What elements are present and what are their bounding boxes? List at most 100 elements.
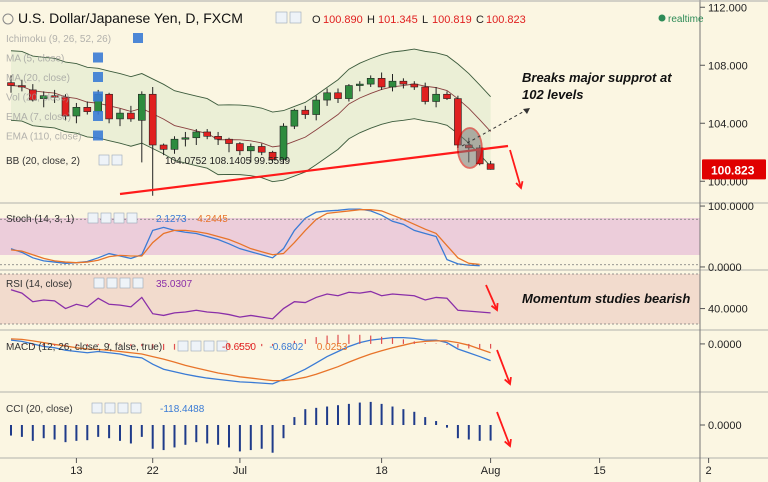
y-tick-label: 104.000 xyxy=(708,118,748,130)
macd-control-button[interactable] xyxy=(203,340,215,352)
ohlc-value: 100.823 xyxy=(486,14,526,26)
annotation-breaks-line1: Breaks major supprot at xyxy=(522,70,672,85)
candle-body xyxy=(399,80,408,85)
rsi-control-button[interactable] xyxy=(93,277,105,289)
cci-control-button[interactable] xyxy=(91,402,103,414)
realtime-dot xyxy=(658,14,666,22)
candle-body xyxy=(345,85,353,99)
rsi-control-button[interactable] xyxy=(106,277,118,289)
candle-body xyxy=(443,93,451,99)
y-tick-label: 40.0000 xyxy=(708,304,748,316)
overlay-indicator-label: MA (20, close) xyxy=(6,73,70,84)
down-arrow-rsi xyxy=(485,284,498,311)
down-arrow-macd-head xyxy=(504,376,512,386)
support-trendline xyxy=(119,144,509,196)
overlay-indicator-label: EMA (110, close) xyxy=(6,132,81,143)
down-arrow-rsi-head xyxy=(490,302,499,312)
cci-control-button[interactable] xyxy=(104,402,116,414)
candle-body xyxy=(105,93,113,120)
x-tick-label: Aug xyxy=(481,465,501,477)
candle-body xyxy=(181,137,190,140)
overlay-visibility-icon[interactable] xyxy=(93,130,103,141)
candle-body xyxy=(334,92,342,99)
x-tick-label: 2 xyxy=(706,465,712,477)
realtime-label: realtime xyxy=(668,14,704,25)
bb-settings-button[interactable] xyxy=(98,154,110,166)
candle-body xyxy=(323,92,331,101)
chart-symbol-title: U.S. Dollar/Japanese Yen, D, FXCM xyxy=(18,10,243,26)
overlay-visibility-icon[interactable] xyxy=(93,72,103,82)
header-control-button[interactable] xyxy=(275,11,288,24)
y-tick-label: 0.0000 xyxy=(708,262,742,274)
chart-header: U.S. Dollar/Japanese Yen, D, FXCM O 100.89… xyxy=(2,10,704,26)
bb-values: 104.0752 108.1405 99.5599 xyxy=(165,156,291,167)
candle-body xyxy=(388,80,397,88)
overlay-visibility-icon[interactable] xyxy=(133,33,143,43)
macd-line xyxy=(10,336,491,385)
overlay-indicator-label: MA (5, close) xyxy=(6,54,64,65)
stoch-band xyxy=(0,218,700,255)
bb-label: BB (20, close, 2) xyxy=(6,156,80,167)
macd-control-button[interactable] xyxy=(216,340,228,352)
rsi-label: RSI (14, close) xyxy=(6,279,72,290)
candle-body xyxy=(312,99,321,115)
price-badge-value: 100.823 xyxy=(711,163,755,177)
macd-signal-line xyxy=(10,338,491,382)
candle-body xyxy=(268,151,277,160)
candle-body xyxy=(290,109,299,127)
stoch-control-button[interactable] xyxy=(126,212,138,224)
candle-body xyxy=(28,89,37,101)
down-arrow-cci-head xyxy=(504,438,512,448)
overlay-visibility-icon[interactable] xyxy=(93,91,103,102)
ohlc-label: O xyxy=(312,14,321,26)
cci-control-button[interactable] xyxy=(117,402,129,414)
candle-body xyxy=(159,144,168,150)
header-control-button[interactable] xyxy=(289,11,302,24)
bb-close-button[interactable] xyxy=(111,154,123,166)
dashed-pointer xyxy=(461,107,531,147)
macd-control-button[interactable] xyxy=(190,340,202,352)
down-arrow-price xyxy=(509,149,522,189)
cci-control-button[interactable] xyxy=(130,402,142,414)
macd-value: -0.6802 xyxy=(269,342,303,353)
overlay-visibility-icon[interactable] xyxy=(93,52,103,63)
candle-body xyxy=(377,78,386,88)
candle-body xyxy=(225,138,233,144)
candle-body xyxy=(170,138,179,150)
candle-body xyxy=(138,93,146,121)
bollinger-upper xyxy=(10,48,491,113)
stoch-control-button[interactable] xyxy=(100,212,112,224)
candle-body xyxy=(61,96,70,117)
candle-body xyxy=(236,143,244,152)
stoch-control-button[interactable] xyxy=(113,212,125,224)
candle-body xyxy=(432,93,440,102)
x-tick-label: Jul xyxy=(233,465,247,477)
cci-label: CCI (20, close) xyxy=(6,404,73,415)
price-badge xyxy=(702,159,766,180)
candle-body xyxy=(116,112,124,120)
rsi-control-button[interactable] xyxy=(119,277,131,289)
candle-body xyxy=(50,95,59,98)
x-tick-label: 13 xyxy=(70,465,82,477)
collapse-icon[interactable] xyxy=(2,13,14,25)
rsi-control-button[interactable] xyxy=(132,277,144,289)
highlight-circle xyxy=(456,127,483,169)
y-tick-label: 0.0000 xyxy=(708,420,742,432)
macd-label: MACD (12, 26, close, 9, false, true) xyxy=(6,342,162,353)
candle-body xyxy=(366,78,375,85)
y-tick-label: 0.0000 xyxy=(708,339,742,351)
overlay-visibility-icon[interactable] xyxy=(93,111,103,121)
candle-body xyxy=(148,93,157,146)
stoch-value: 4.2445 xyxy=(197,214,228,225)
ohlc-value: 101.345 xyxy=(378,14,418,26)
annotation-momentum: Momentum studies bearish xyxy=(522,291,690,306)
stoch-k-line xyxy=(10,208,480,267)
down-arrow-price-head xyxy=(515,180,524,190)
candle-body xyxy=(257,146,266,153)
stoch-control-button[interactable] xyxy=(87,212,99,224)
y-tick-label: 112.000 xyxy=(708,2,747,14)
macd-control-button[interactable] xyxy=(177,340,189,352)
candle-body xyxy=(214,136,222,140)
candle-body xyxy=(247,146,255,152)
